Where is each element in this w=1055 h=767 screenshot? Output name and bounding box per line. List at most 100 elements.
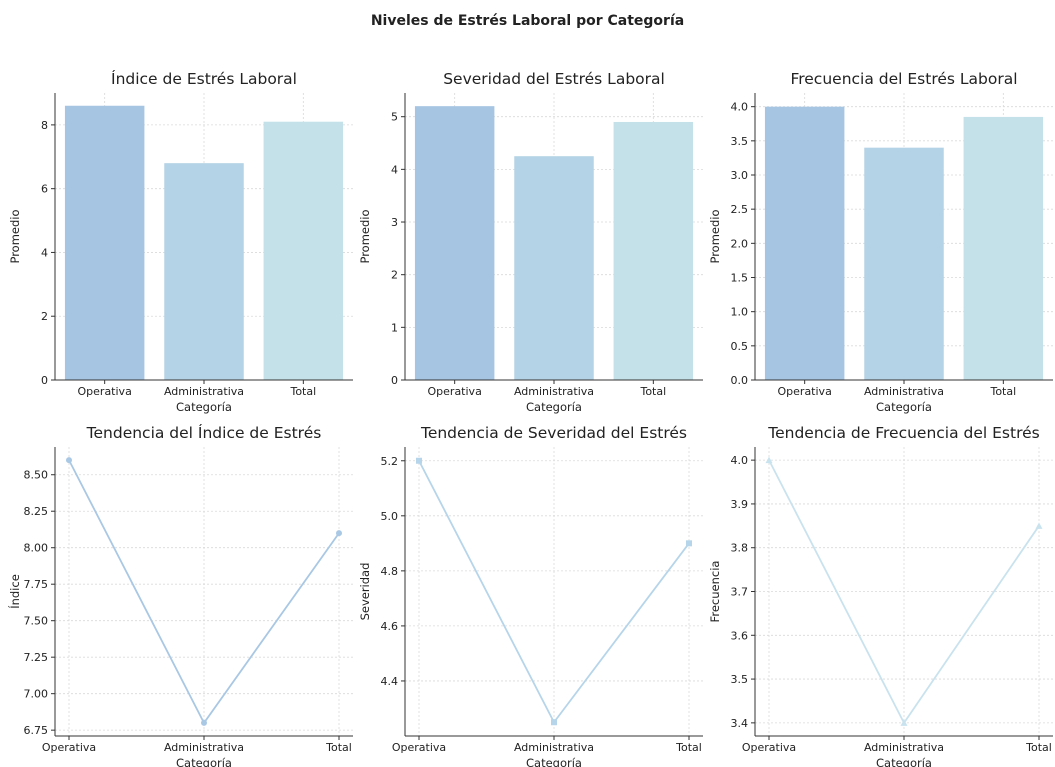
y-axis-label: Promedio (8, 209, 22, 263)
figure-title: Niveles de Estrés Laboral por Categoría (370, 13, 685, 29)
point-operativa (66, 457, 72, 464)
y-tick-label: 5.0 (381, 510, 399, 523)
y-tick-label: 1.5 (731, 272, 749, 285)
point-administrativa (900, 719, 908, 726)
x-tick-label: Administrativa (164, 385, 244, 398)
y-tick-label: 4.0 (731, 454, 749, 467)
y-tick-label: 4.0 (731, 101, 749, 114)
x-axis-label: Categoría (526, 400, 582, 414)
y-tick-label: 7.00 (24, 688, 49, 701)
chart-1: 0 2 4 6 8 Operativa Administrativa Total Índice … (8, 69, 353, 414)
chart-4: 6.75 7.00 7.25 7.50 7.75 8.00 8.25 8.50 Operativ… (7, 423, 353, 767)
y-tick-label: 3.0 (731, 169, 749, 182)
y-axis-label: Índice (7, 574, 22, 609)
chart-5: 4.4 4.6 4.8 5.0 5.2 Operativa Administrativa To… (358, 424, 703, 767)
bar-total (263, 121, 344, 380)
x-tick-label: Operativa (742, 741, 796, 754)
y-tick-label: 3.7 (731, 586, 749, 599)
point-operativa (416, 457, 422, 464)
x-axis-label: Categoría (876, 400, 932, 414)
y-tick-label: 0.5 (731, 340, 749, 353)
chart-title: Severidad del Estrés Laboral (443, 70, 665, 88)
y-tick-label: 0 (391, 374, 398, 387)
chart-6: 3.4 3.5 3.6 3.7 3.8 3.9 4.0 Operativa Administra… (708, 424, 1053, 767)
x-axis-label: Categoría (876, 756, 932, 767)
x-tick-label: Administrativa (514, 385, 594, 398)
bar-total (963, 116, 1044, 381)
bar-operativa (64, 105, 145, 380)
bar-operativa (414, 106, 495, 381)
y-tick-label: 8.00 (24, 542, 49, 555)
x-tick-label: Administrativa (164, 741, 244, 754)
y-tick-label: 3.5 (731, 135, 749, 148)
x-tick-label: Total (1025, 741, 1052, 754)
bar-administrativa (864, 147, 944, 380)
bar-administrativa (164, 163, 244, 380)
y-tick-label: 7.75 (24, 578, 49, 591)
y-tick-label: 8 (41, 119, 48, 132)
x-axis-label: Categoría (526, 756, 582, 767)
y-tick-label: 0.0 (731, 374, 749, 387)
y-tick-label: 7.50 (24, 615, 49, 628)
chart-title: Tendencia del Índice de Estrés (86, 423, 322, 442)
y-tick-label: 1.0 (731, 306, 749, 319)
x-tick-label: Total (675, 741, 702, 754)
x-axis-label: Categoría (176, 756, 232, 767)
chart-title: Tendencia de Severidad del Estrés (420, 424, 687, 442)
y-tick-label: 6.75 (24, 724, 49, 737)
y-tick-label: 4.4 (381, 675, 399, 688)
chart-3: 0.0 0.5 1.0 1.5 2.0 2.5 3.0 3.5 4.0 Operativa Admi… (708, 70, 1053, 414)
x-tick-label: Administrativa (514, 741, 594, 754)
x-tick-label: Administrativa (864, 741, 944, 754)
y-axis-label: Frecuencia (708, 561, 722, 623)
point-operativa (765, 456, 773, 464)
x-tick-label: Operativa (392, 741, 446, 754)
y-tick-label: 3 (391, 216, 398, 229)
y-tick-label: 4.8 (381, 565, 399, 578)
y-tick-label: 3.8 (731, 542, 749, 555)
y-tick-label: 2 (391, 269, 398, 282)
y-tick-label: 6 (41, 183, 48, 196)
y-tick-label: 2.5 (731, 203, 749, 216)
y-axis-label: Promedio (708, 209, 722, 263)
point-total (336, 530, 342, 537)
point-total (686, 540, 692, 547)
y-tick-label: 8.25 (24, 505, 49, 518)
chart-title: Índice de Estrés Laboral (111, 69, 297, 88)
x-tick-label: Administrativa (864, 385, 944, 398)
point-administrativa (551, 719, 557, 726)
point-total (1035, 522, 1043, 529)
x-axis-label: Categoría (176, 400, 232, 414)
y-tick-label: 8.50 (24, 469, 49, 482)
bar-total (613, 121, 694, 380)
x-tick-label: Total (989, 385, 1016, 398)
bar-operativa (764, 106, 845, 381)
x-tick-label: Operativa (778, 385, 832, 398)
y-tick-label: 5 (391, 111, 398, 124)
bar-administrativa (514, 156, 594, 380)
x-tick-label: Operativa (428, 385, 482, 398)
y-tick-label: 2.0 (731, 237, 749, 250)
chart-title: Tendencia de Frecuencia del Estrés (767, 424, 1039, 442)
y-tick-label: 2 (41, 310, 48, 323)
y-axis-label: Severidad (358, 563, 372, 621)
x-tick-label: Total (325, 741, 352, 754)
y-tick-label: 3.9 (731, 498, 749, 511)
x-tick-label: Operativa (78, 385, 132, 398)
chart-2: 0 1 2 3 4 5 Operativa Administrativa Total Severi… (358, 70, 703, 414)
y-tick-label: 3.6 (731, 629, 749, 642)
point-administrativa (201, 719, 207, 726)
y-tick-label: 4 (391, 163, 398, 176)
y-tick-label: 3.5 (731, 673, 749, 686)
y-tick-label: 3.4 (731, 717, 749, 730)
x-tick-label: Total (639, 385, 666, 398)
x-tick-label: Total (289, 385, 316, 398)
y-tick-label: 0 (41, 374, 48, 387)
y-tick-label: 1 (391, 321, 398, 334)
y-axis-label: Promedio (358, 209, 372, 263)
y-tick-label: 4.6 (381, 620, 399, 633)
chart-title: Frecuencia del Estrés Laboral (790, 70, 1017, 88)
x-tick-label: Operativa (42, 741, 96, 754)
